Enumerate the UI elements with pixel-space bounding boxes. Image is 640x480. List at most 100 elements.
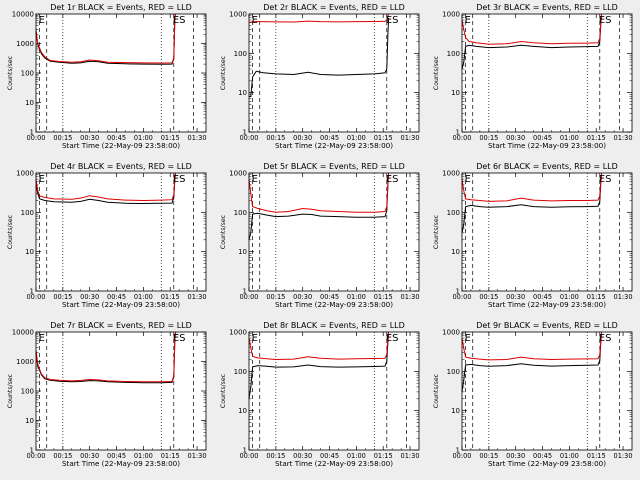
x-axis-label: Start Time (22-May-09 23:58:00) [488,141,606,150]
x-tick-label: 01:15 [161,293,180,301]
chart-title: Det 6r BLACK = Events, RED = LLD [476,162,618,171]
chart-title: Det 7r BLACK = Events, RED = LLD [50,321,192,330]
x-tick-label: 01:00 [134,452,153,460]
series-line-events [35,172,177,205]
plot-area [36,14,206,132]
event-marker-label: E [465,15,471,26]
x-tick-label: 00:30 [80,293,99,301]
y-tick-label: 10 [451,407,460,415]
x-tick-label: 01:00 [134,293,153,301]
y-tick-label: 100 [21,70,34,78]
x-tick-label: 01:00 [347,293,366,301]
plot-area [249,173,419,291]
plot-frame [35,172,207,292]
y-tick-label: 1000 [229,170,247,178]
event-marker-label: E [39,15,45,26]
y-tick-label: 10 [238,407,247,415]
x-tick-label: 00:45 [107,293,126,301]
y-axis-label: Counts/sec [433,214,440,249]
plot-area [36,173,206,291]
series-line-events [248,333,390,399]
y-tick-label: 100 [234,368,247,376]
y-axis-label: Counts/sec [220,373,227,408]
detector-panel: Det 9r BLACK = Events, RED = LLD 1 10 100 10… [433,321,633,468]
detector-panel: Det 3r BLACK = Events, RED = LLD 1 10 100 10… [433,3,633,150]
plot-area [462,173,632,291]
series-line-lld [35,172,177,202]
series-line-lld [35,331,177,383]
y-tick-label: 1 [243,288,247,296]
event-marker-label: ES [599,333,612,344]
series-line-events [248,174,390,240]
plot-area [462,332,632,450]
detector-panel: Det 2r BLACK = Events, RED = LLD 1 10 100 10… [220,3,420,150]
y-tick-label: 100 [21,388,34,396]
x-axis-label: Start Time (22-May-09 23:58:00) [275,300,393,309]
x-tick-label: 00:45 [533,134,552,142]
x-tick-label: 01:15 [587,293,606,301]
x-tick-label: 00:00 [452,452,471,460]
y-axis-label: Counts/sec [7,373,14,408]
event-marker-label: E [252,174,258,185]
y-tick-label: 1000 [229,11,247,19]
y-axis-label: Counts/sec [433,55,440,90]
x-tick-label: 00:00 [26,293,45,301]
y-tick-label: 1000 [442,329,460,337]
x-tick-label: 01:30 [401,134,420,142]
event-marker-label: ES [599,15,612,26]
plot-area [462,14,632,132]
x-tick-label: 00:45 [320,134,339,142]
y-tick-label: 10 [25,417,34,425]
series-line-lld [248,13,390,24]
x-tick-label: 00:45 [107,452,126,460]
plot-frame [248,331,420,451]
event-marker-label: E [252,15,258,26]
detector-panel: Det 1r BLACK = Events, RED = LLD 1 10 100 10… [7,3,207,150]
x-tick-label: 00:45 [320,452,339,460]
x-tick-label: 01:15 [374,452,393,460]
x-axis-label: Start Time (22-May-09 23:58:00) [62,141,180,150]
plot-frame [248,172,420,292]
x-tick-label: 01:00 [560,452,579,460]
y-tick-label: 10000 [12,329,34,337]
x-tick-label: 01:30 [401,452,420,460]
x-tick-label: 00:45 [107,134,126,142]
x-tick-label: 01:15 [587,452,606,460]
y-tick-label: 1000 [442,11,460,19]
y-tick-label: 10 [451,89,460,97]
x-tick-label: 01:15 [374,134,393,142]
series-line-events [461,174,603,234]
x-axis-label: Start Time (22-May-09 23:58:00) [488,459,606,468]
chart-title: Det 3r BLACK = Events, RED = LLD [476,3,618,12]
y-axis-label: Counts/sec [7,55,14,90]
x-tick-label: 01:00 [560,134,579,142]
event-marker-label: E [39,174,45,185]
y-tick-label: 10 [238,89,247,97]
x-tick-label: 00:45 [533,293,552,301]
x-tick-label: 00:30 [506,293,525,301]
x-tick-label: 00:30 [506,134,525,142]
x-tick-label: 01:00 [134,134,153,142]
y-tick-label: 100 [234,50,247,58]
y-axis-label: Counts/sec [433,373,440,408]
x-tick-label: 01:30 [188,134,207,142]
x-tick-label: 00:00 [26,452,45,460]
x-axis-label: Start Time (22-May-09 23:58:00) [488,300,606,309]
x-tick-label: 00:30 [506,452,525,460]
x-axis-label: Start Time (22-May-09 23:58:00) [62,300,180,309]
y-tick-label: 10 [238,248,247,256]
x-tick-label: 00:00 [26,134,45,142]
series-line-events [249,17,390,97]
chart-title: Det 5r BLACK = Events, RED = LLD [263,162,405,171]
y-tick-label: 1000 [16,40,34,48]
event-marker-label: E [39,333,45,344]
x-tick-label: 01:15 [161,134,180,142]
y-tick-label: 1 [30,129,34,137]
x-tick-label: 01:30 [401,293,420,301]
y-tick-label: 1 [456,447,460,455]
event-marker-label: ES [173,333,186,344]
x-tick-label: 00:30 [80,134,99,142]
event-marker-label: E [465,333,471,344]
y-tick-label: 10000 [12,11,34,19]
